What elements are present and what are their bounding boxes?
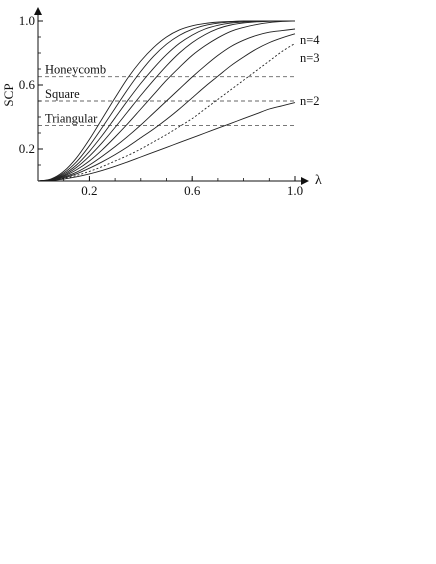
series-line-1 — [37, 102, 296, 182]
x-tick-label: 0.6 — [184, 183, 201, 198]
x-tick-label: 1.0 — [287, 183, 303, 198]
series-label-n2: n=2 — [300, 94, 320, 108]
series-label-n3: n=3 — [300, 51, 320, 65]
threshold-label-honeycomb: Honeycomb — [45, 63, 106, 77]
y-axis-label: SCP — [1, 83, 16, 106]
series-line-4 — [37, 28, 296, 182]
y-tick-label: 0.2 — [19, 141, 35, 156]
threshold-label-square: Square — [45, 87, 80, 101]
threshold-label-triangular: Triangular — [45, 111, 98, 125]
series-line-5 — [37, 20, 296, 182]
x-axis-label: λ — [315, 173, 322, 188]
y-tick-label: 1.0 — [19, 13, 35, 28]
axes: 0.2 0.6 1.0 0.2 0.6 1.0 λ SCP — [1, 7, 322, 198]
y-tick-label: 0.6 — [19, 77, 36, 92]
series-line-6 — [37, 20, 296, 182]
labels: Honeycomb Square Triangular n=4 n=3 n=2 — [45, 33, 320, 125]
scp-curves — [37, 20, 296, 182]
series-line-9 — [37, 20, 295, 182]
series-line-3 — [37, 33, 296, 182]
series-label-n4: n=4 — [300, 33, 320, 47]
x-tick-label: 0.2 — [81, 183, 97, 198]
